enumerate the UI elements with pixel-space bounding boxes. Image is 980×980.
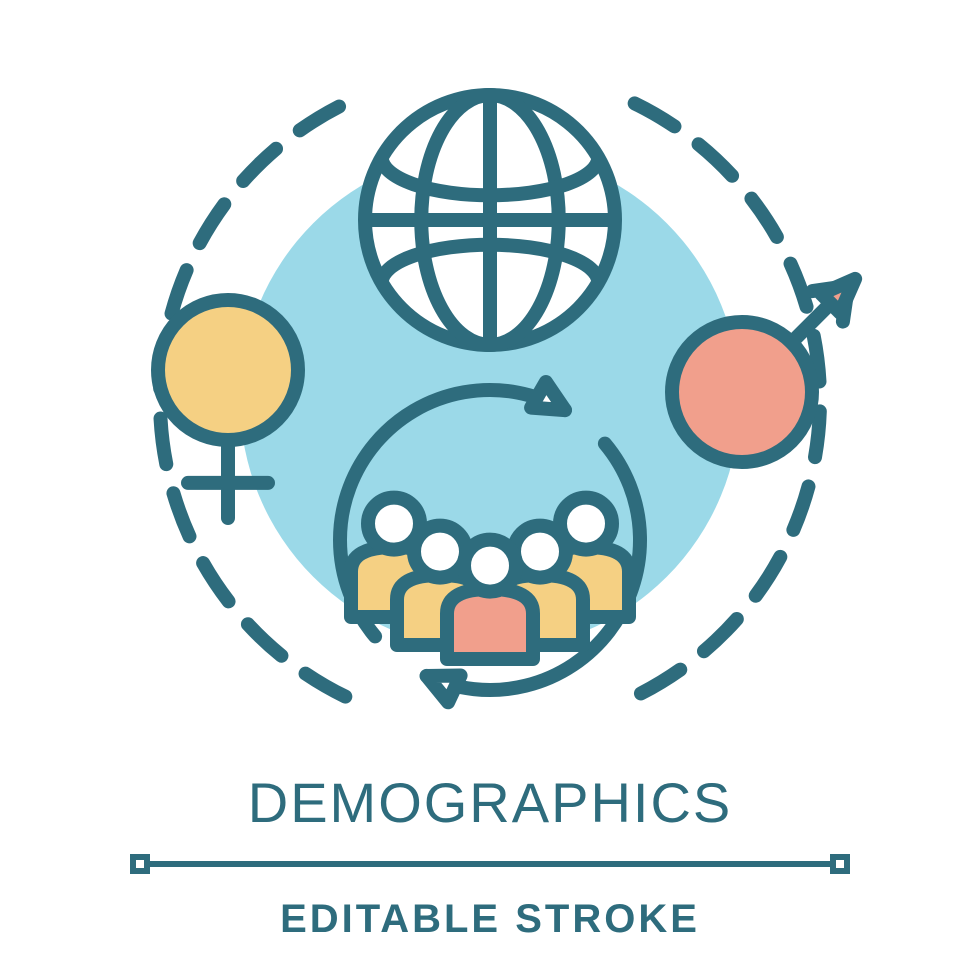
person-icon bbox=[447, 540, 533, 659]
divider-handle-left bbox=[130, 854, 150, 874]
infographic-canvas: DEMOGRAPHICS EDITABLE STROKE bbox=[0, 0, 980, 980]
divider-handle-right bbox=[830, 854, 850, 874]
divider bbox=[130, 849, 850, 879]
subtitle-text: EDITABLE STROKE bbox=[280, 897, 700, 942]
divider-line bbox=[142, 861, 838, 867]
globe-icon bbox=[365, 95, 615, 345]
demographics-icon bbox=[0, 0, 980, 780]
